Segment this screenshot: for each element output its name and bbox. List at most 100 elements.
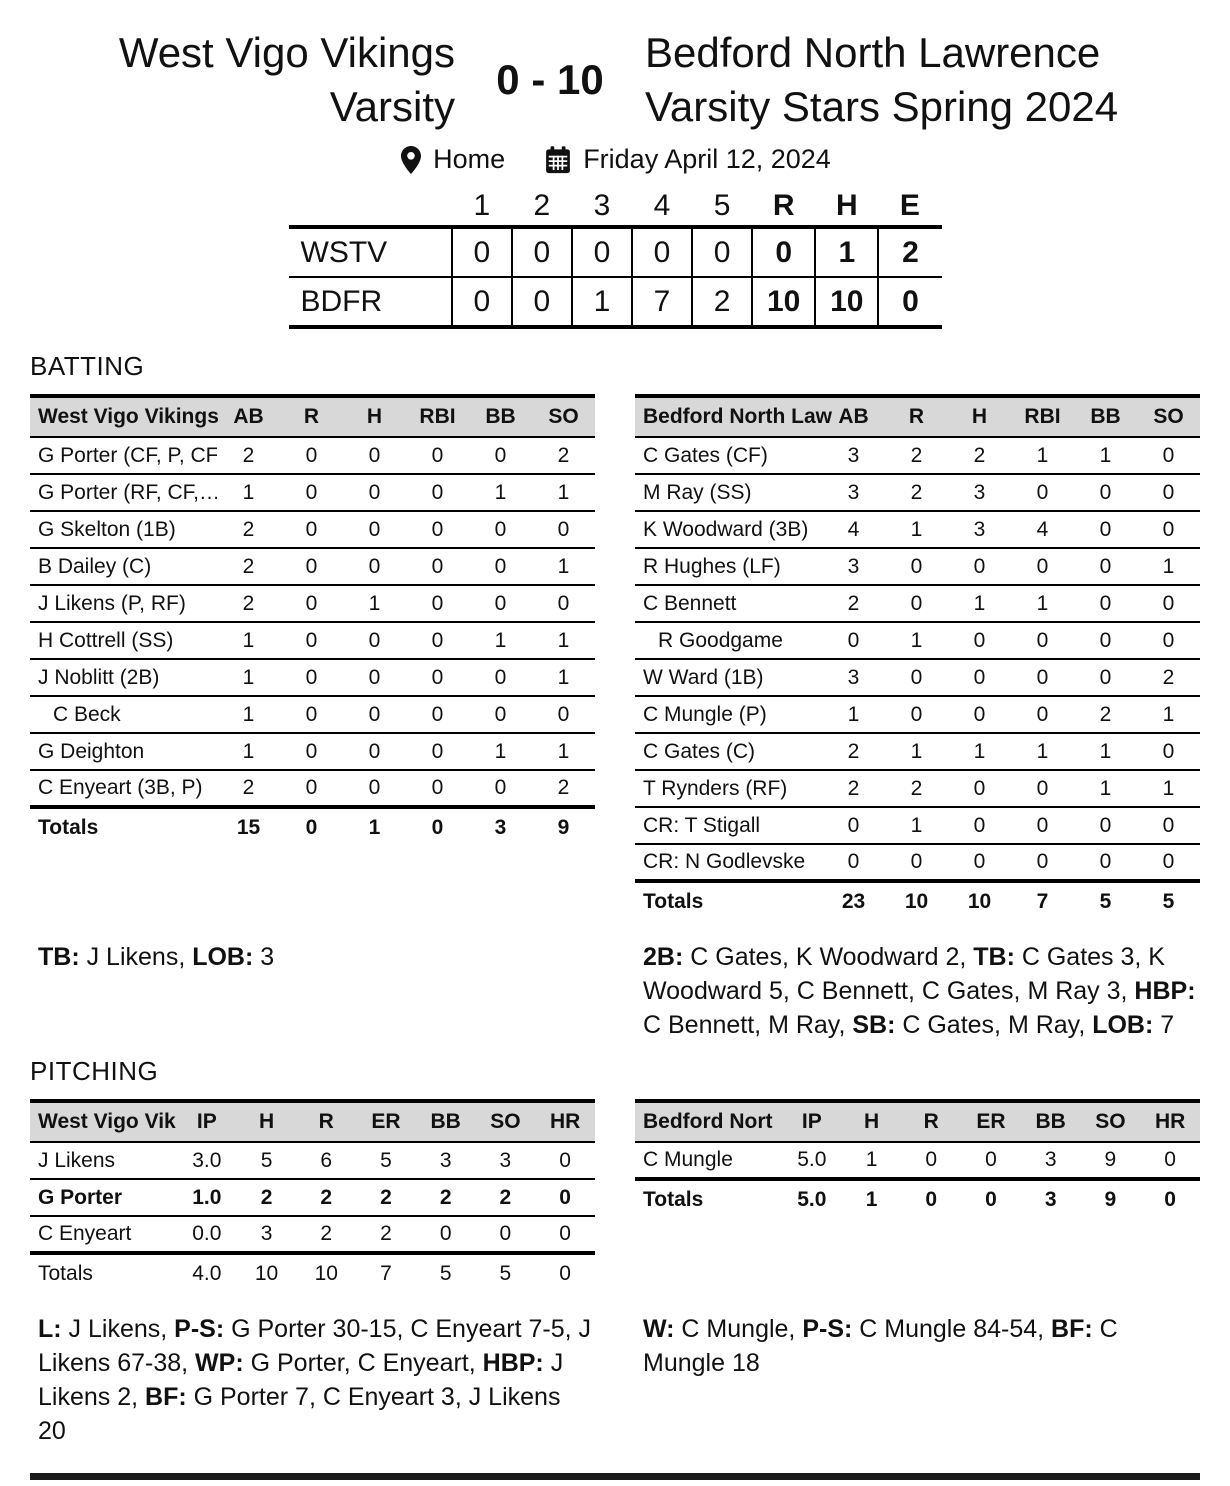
stat-cell: 0 [925, 1187, 938, 1211]
stat-note-segment: SB: C Gates, M Ray, [852, 1011, 1093, 1039]
totals-row: Totals 5.0 1 0 0 3 9 0 [635, 1179, 1200, 1218]
stat-cell: 1 [217, 659, 280, 697]
errors-total: 0 [877, 276, 942, 329]
stat-cell: 3 [475, 1142, 536, 1180]
team-abbreviation: BDFR [288, 276, 452, 329]
stat-cell: 1 [217, 474, 280, 512]
batter-row: J Likens (P, RF) 2 0 1 0 0 0 [30, 585, 595, 623]
pitching-section-title: PITCHING [30, 1056, 159, 1086]
stat-cell: 3 [1044, 1187, 1057, 1211]
stat-cell: 1.0 [177, 1179, 237, 1217]
pitching-note-home: W: C Mungle, P-S: C Mungle 84-54, BF: C … [635, 1312, 1200, 1380]
hits-column-header: H [835, 189, 858, 222]
linescore-header-row: 1 2 3 4 5 R H E [289, 187, 942, 227]
stat-cell: 0 [535, 1216, 595, 1255]
stat-note-segment: P-S: G Porter 30-15, C Enyeart 7-5, J Li… [38, 1315, 591, 1377]
stat-cell: 0 [280, 696, 343, 734]
batter-row: H Cottrell (SS) 1 0 0 0 1 1 [30, 622, 595, 660]
stat-cell: 2 [885, 770, 948, 808]
column-header-h: H [841, 1099, 902, 1143]
player-name-cell: C Gates (CF) [635, 437, 822, 475]
stat-cell: 3 [415, 1142, 476, 1180]
stat-cell: 5 [1099, 889, 1112, 913]
column-header-er: ER [356, 1099, 416, 1143]
inning-column-header: 4 [653, 189, 671, 222]
linescore-row-home: BDFR 0 0 1 7 2 10 10 0 [288, 276, 942, 329]
stat-cell: 0 [1137, 622, 1200, 660]
location-pin-icon [399, 145, 423, 175]
stat-cell: 9 [1080, 1142, 1141, 1181]
column-header-r: R [885, 394, 948, 438]
stat-cell: 0 [280, 548, 343, 586]
stat-note-segment: 2B: C Gates, K Woodward 2, [643, 943, 974, 971]
stat-cell: 0 [532, 511, 595, 549]
stat-cell: 1 [532, 733, 595, 771]
final-score: 0 - 10 [496, 56, 604, 103]
stat-cell: 0.0 [177, 1216, 237, 1255]
stat-cell: 4 [1011, 511, 1074, 549]
stat-cell: 2 [217, 548, 280, 586]
bottom-divider [30, 1473, 1200, 1480]
stat-cell: 0 [343, 511, 406, 549]
player-name-cell: C Enyeart [30, 1216, 177, 1255]
team-abbreviation: WSTV [288, 225, 452, 277]
inning-score: 1 [570, 276, 632, 329]
stat-cell: 0 [822, 807, 885, 845]
batter-row: C Mungle (P) 1 0 0 0 2 1 [635, 696, 1200, 734]
stat-cell: 0 [948, 659, 1011, 697]
column-header-bb: BB [1074, 394, 1137, 438]
stat-cell: 0 [1137, 807, 1200, 845]
calendar-icon [543, 145, 573, 175]
team-column-header: Bedford Nort [635, 1099, 782, 1143]
stat-cell: 1 [865, 1187, 878, 1211]
stat-cell: 0 [559, 1261, 571, 1285]
table-header-row: West Vigo Vik IP H R ER BB SO HR [30, 1099, 595, 1143]
stat-cell: 10 [967, 889, 992, 913]
stat-cell: 2 [885, 437, 948, 475]
inning-score: 0 [630, 225, 693, 277]
batter-row: W Ward (1B) 3 0 0 0 0 2 [635, 659, 1200, 697]
column-header-h: H [343, 394, 406, 438]
batting-note-away: TB: J Likens, LOB: 3 [30, 940, 595, 974]
stat-cell: 0 [1074, 659, 1137, 697]
batter-row-substitute: C Beck 1 0 0 0 0 0 [30, 696, 595, 734]
stat-cell: 0 [280, 659, 343, 697]
stat-cell: 2 [822, 770, 885, 808]
stat-cell: 10 [904, 889, 929, 913]
batter-row: G Skelton (1B) 2 0 0 0 0 0 [30, 511, 595, 549]
player-name-cell: K Woodward (3B) [635, 511, 822, 549]
player-name-cell: J Likens (P, RF) [30, 585, 217, 623]
column-header-bb: BB [469, 394, 532, 438]
table-header-row: Bedford Nort IP H R ER BB SO HR [635, 1099, 1200, 1143]
stat-cell: 9 [557, 815, 570, 839]
stat-cell: 10 [254, 1261, 279, 1285]
player-name-cell: G Skelton (1B) [30, 511, 217, 549]
player-name-cell: C Beck [30, 696, 217, 734]
stat-cell: 3 [494, 815, 507, 839]
stat-cell: 1 [532, 474, 595, 512]
stat-cell: 0 [1074, 844, 1137, 883]
stat-cell: 2 [356, 1216, 416, 1255]
stat-cell: 0 [469, 659, 532, 697]
column-header-h: H [236, 1099, 297, 1143]
batter-row: G Porter (RF, CF,… 1 0 0 0 1 1 [30, 474, 595, 512]
stat-cell: 0 [469, 548, 532, 586]
stat-cell: 3 [1020, 1142, 1081, 1181]
stat-cell: 0 [406, 511, 469, 549]
stat-note-segment: BF: G Porter 7, C Enyeart 3, J Likens 20 [38, 1383, 561, 1445]
away-team-title: West Vigo Vikings Varsity [118, 29, 455, 130]
totals-label: Totals [38, 1261, 93, 1285]
stat-cell: 0 [948, 770, 1011, 808]
batter-row: K Woodward (3B) 4 1 3 4 0 0 [635, 511, 1200, 549]
stat-cell: 0 [406, 474, 469, 512]
stat-cell: 0 [406, 437, 469, 475]
stat-note-segment: TB: J Likens, [38, 943, 193, 971]
stat-cell: 0 [280, 511, 343, 549]
batter-row: M Ray (SS) 3 2 3 0 0 0 [635, 474, 1200, 512]
stat-cell: 0 [1137, 437, 1200, 475]
stat-cell: 9 [1104, 1187, 1117, 1211]
stat-cell: 0 [280, 437, 343, 475]
stat-cell: 1 [948, 733, 1011, 771]
stat-note-segment: TB: C Gates 3, K Woodward 5, C Bennett, … [643, 943, 1165, 1005]
pitching-table-away: West Vigo Vik IP H R ER BB SO HR J Liken… [30, 1099, 595, 1292]
